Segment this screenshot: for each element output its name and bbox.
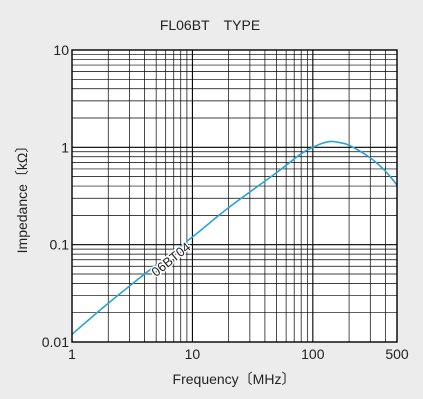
x-tick-label: 1 bbox=[68, 346, 76, 362]
x-tick-label: 100 bbox=[301, 346, 325, 362]
x-tick-label: 500 bbox=[385, 346, 409, 362]
grid bbox=[72, 50, 397, 342]
series-line-06bt04 bbox=[71, 140, 398, 335]
y-tick-label: 1 bbox=[61, 139, 69, 155]
x-tick-label: 10 bbox=[185, 346, 201, 362]
tick-labels: 1 10 100 500 0.01 0.1 1 10 bbox=[42, 42, 409, 362]
y-axis-title: Impedance〔kΩ〕 bbox=[14, 139, 30, 254]
plot-area bbox=[72, 50, 397, 342]
x-axis-title: Frequency〔MHz〕 bbox=[173, 371, 296, 387]
y-tick-label: 0.01 bbox=[42, 334, 69, 350]
y-tick-label: 10 bbox=[53, 42, 69, 58]
y-tick-label: 0.1 bbox=[50, 237, 70, 253]
chart-title: FL06BT TYPE bbox=[160, 17, 260, 33]
plot-border bbox=[71, 49, 398, 343]
